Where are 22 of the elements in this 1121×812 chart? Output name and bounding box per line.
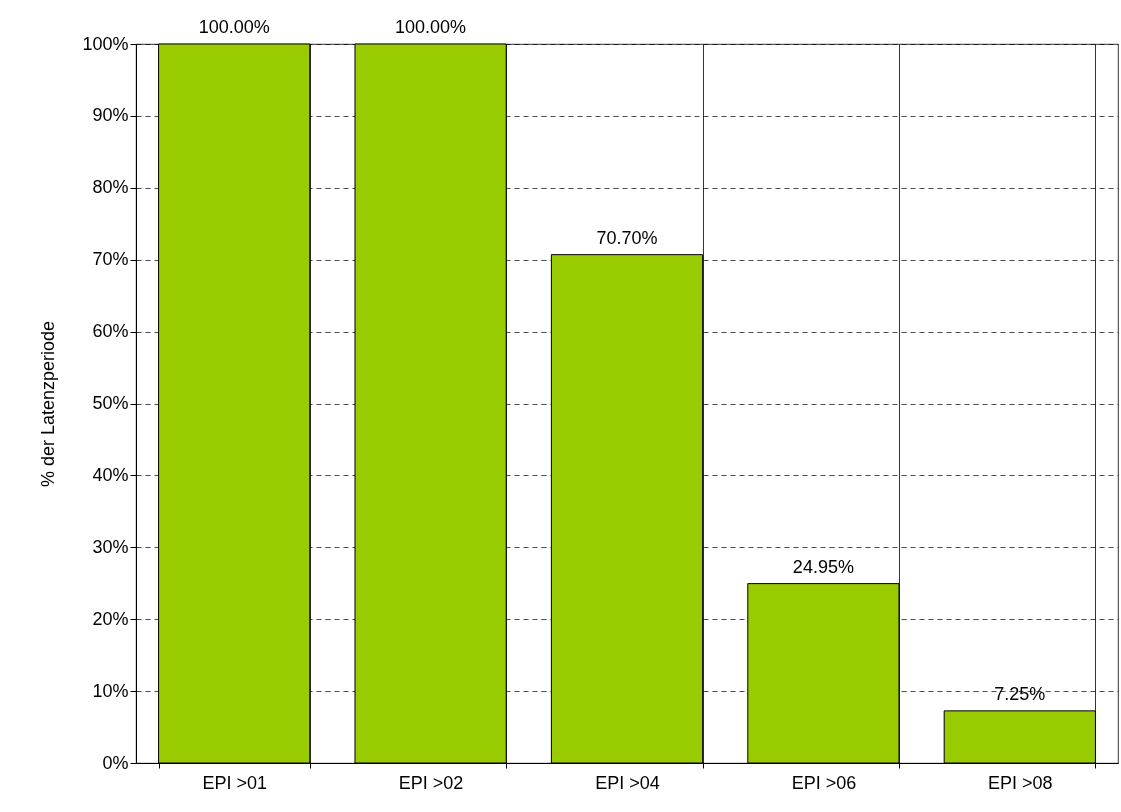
- x-tick-label: EPI >04: [595, 772, 660, 793]
- y-tick-label: 80%: [92, 177, 129, 198]
- y-tick-label: 40%: [92, 464, 129, 485]
- y-tick-label: 0%: [102, 752, 129, 773]
- y-tick-label: 60%: [92, 321, 129, 342]
- y-tick-label: 10%: [92, 680, 129, 701]
- data-label: 100.00%: [395, 17, 467, 37]
- y-tick-label: 90%: [92, 105, 129, 126]
- y-tick-label: 100%: [82, 33, 129, 54]
- y-tick-label: 50%: [92, 393, 129, 413]
- x-tick-label: EPI >06: [791, 772, 857, 793]
- y-tick-label: 30%: [92, 536, 129, 557]
- y-tick-label: 20%: [92, 608, 129, 629]
- data-label: 24.95%: [792, 556, 854, 577]
- data-label: 7.25%: [994, 683, 1046, 704]
- x-tick-label: EPI >08: [988, 772, 1053, 793]
- x-tick-label: EPI >01: [202, 772, 267, 793]
- data-label: 100.00%: [198, 17, 270, 37]
- data-label: 70.70%: [596, 227, 658, 248]
- y-axis-title: % der Latenzperiode: [38, 320, 59, 488]
- y-tick-label: 70%: [92, 249, 129, 270]
- x-tick-label: EPI >02: [398, 772, 464, 793]
